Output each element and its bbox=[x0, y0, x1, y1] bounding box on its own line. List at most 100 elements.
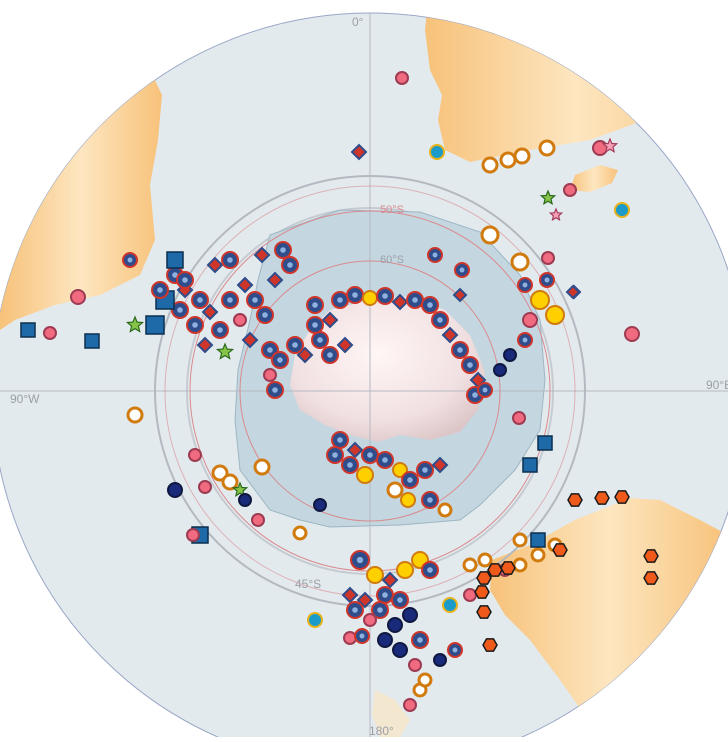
site-marker-circle bbox=[403, 698, 417, 712]
site-marker-diamond bbox=[350, 143, 368, 161]
site-marker-star bbox=[548, 207, 564, 222]
site-marker-diamond bbox=[356, 591, 374, 609]
site-marker-center bbox=[182, 277, 188, 283]
site-marker-diamond bbox=[336, 336, 354, 354]
site-marker-square bbox=[537, 435, 553, 451]
site-marker-center bbox=[352, 292, 358, 298]
site-marker-circle bbox=[362, 290, 378, 306]
site-marker-circle bbox=[263, 368, 277, 382]
site-marker-hexagon bbox=[474, 585, 490, 599]
site-marker-ring bbox=[512, 532, 528, 548]
site-marker-circle bbox=[307, 612, 323, 628]
site-marker-circle bbox=[238, 493, 252, 507]
site-marker-center bbox=[397, 597, 403, 603]
site-marker-center bbox=[359, 633, 365, 639]
site-marker-circle bbox=[512, 411, 526, 425]
site-marker-circle bbox=[493, 363, 507, 377]
site-marker-circle bbox=[186, 528, 200, 542]
site-marker-ring bbox=[292, 525, 308, 541]
site-marker-hexagon bbox=[643, 571, 659, 585]
site-marker-star bbox=[601, 137, 619, 153]
site-marker-center bbox=[382, 457, 388, 463]
lat-label-45s: 45°S bbox=[295, 577, 321, 591]
site-marker-ring bbox=[499, 151, 517, 169]
site-marker-center bbox=[459, 267, 465, 273]
site-marker-diamond bbox=[236, 276, 254, 294]
lon-label-right: 90°E bbox=[706, 378, 728, 392]
site-marker-diamond bbox=[341, 586, 359, 604]
site-marker-center bbox=[522, 282, 528, 288]
site-marker-center bbox=[452, 647, 458, 653]
site-marker-hexagon bbox=[567, 493, 583, 507]
lat-label-50s: 50°S bbox=[380, 204, 404, 216]
site-marker-circle bbox=[387, 617, 403, 633]
site-marker-center bbox=[422, 467, 428, 473]
site-marker-ring bbox=[481, 156, 499, 174]
site-marker-center bbox=[337, 297, 343, 303]
site-marker-center bbox=[272, 387, 278, 393]
site-marker-diamond bbox=[266, 271, 284, 289]
site-marker-center bbox=[367, 452, 373, 458]
site-marker-center bbox=[427, 567, 433, 573]
site-marker-square bbox=[522, 457, 538, 473]
site-marker-circle bbox=[400, 492, 416, 508]
site-marker-hexagon bbox=[500, 561, 516, 575]
site-marker-center bbox=[327, 352, 333, 358]
site-marker-square bbox=[20, 322, 36, 338]
site-marker-ring bbox=[477, 552, 493, 568]
site-marker-circle bbox=[624, 326, 640, 342]
site-marker-circle bbox=[396, 561, 414, 579]
site-marker-center bbox=[312, 302, 318, 308]
site-marker-ring bbox=[437, 502, 453, 518]
site-marker-center bbox=[352, 607, 358, 613]
site-marker-center bbox=[544, 277, 550, 283]
site-marker-center bbox=[427, 497, 433, 503]
site-marker-center bbox=[482, 387, 488, 393]
site-marker-ring bbox=[417, 672, 433, 688]
lon-label-left: 90°W bbox=[10, 392, 40, 406]
site-marker-ring bbox=[480, 225, 500, 245]
site-marker-center bbox=[172, 272, 178, 278]
site-marker-circle bbox=[251, 513, 265, 527]
site-marker-ring bbox=[462, 557, 478, 573]
site-marker-square bbox=[145, 315, 165, 335]
site-marker-circle bbox=[402, 607, 418, 623]
site-marker-center bbox=[197, 297, 203, 303]
site-marker-square bbox=[530, 532, 546, 548]
site-marker-star bbox=[539, 189, 557, 205]
site-marker-hexagon bbox=[552, 543, 568, 557]
site-marker-center bbox=[280, 247, 286, 253]
site-marker-center bbox=[277, 357, 283, 363]
site-marker-hexagon bbox=[614, 490, 630, 504]
lon-label-bottom: 180° bbox=[369, 724, 394, 737]
site-marker-diamond bbox=[196, 336, 214, 354]
site-marker-circle bbox=[363, 613, 377, 627]
site-marker-hexagon bbox=[487, 563, 503, 577]
site-marker-center bbox=[267, 347, 273, 353]
site-marker-circle bbox=[366, 566, 384, 584]
site-marker-center bbox=[157, 287, 163, 293]
site-marker-diamond bbox=[241, 331, 259, 349]
site-marker-hexagon bbox=[476, 605, 492, 619]
site-marker-circle bbox=[392, 462, 408, 478]
site-marker-center bbox=[227, 297, 233, 303]
site-marker-star bbox=[231, 481, 249, 497]
site-marker-circle bbox=[563, 183, 577, 197]
site-marker-center bbox=[347, 462, 353, 468]
site-marker-circle bbox=[198, 480, 212, 494]
site-marker-center bbox=[262, 312, 268, 318]
site-marker-center bbox=[522, 337, 528, 343]
site-marker-circle bbox=[343, 631, 357, 645]
site-marker-center bbox=[332, 452, 338, 458]
site-marker-center bbox=[252, 297, 258, 303]
site-marker-circle bbox=[522, 312, 538, 328]
site-markers bbox=[20, 71, 659, 712]
madagascar-island bbox=[570, 165, 618, 192]
antarctic-ice-cap bbox=[290, 296, 485, 442]
site-marker-circle bbox=[188, 448, 202, 462]
site-marker-ring bbox=[538, 139, 556, 157]
site-marker-circle bbox=[392, 642, 408, 658]
site-marker-center bbox=[457, 347, 463, 353]
site-marker-ring bbox=[510, 252, 530, 272]
site-marker-ring bbox=[253, 458, 271, 476]
